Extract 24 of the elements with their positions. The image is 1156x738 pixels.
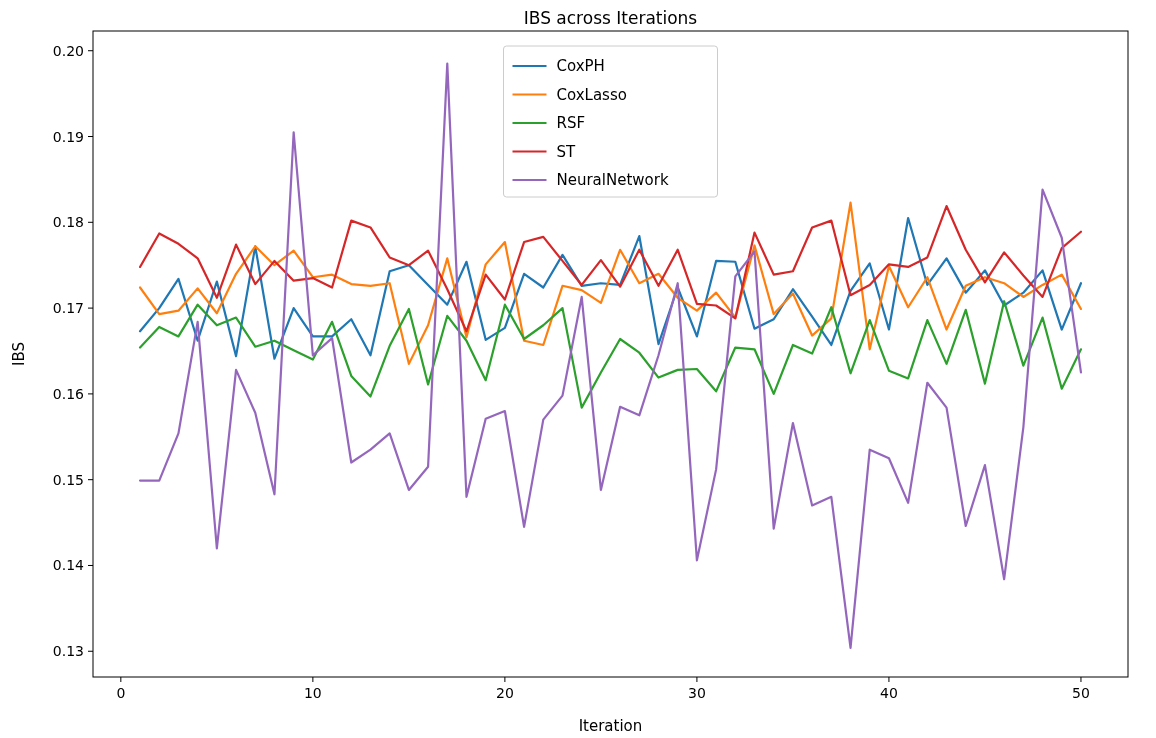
legend-label: RSF [556,114,586,132]
y-axis-title: IBS [10,342,28,366]
x-tick-label: 50 [1072,685,1090,701]
legend-label: NeuralNetwork [556,171,669,189]
x-tick-label: 0 [116,685,126,701]
chart-title: IBS across Iterations [523,8,698,28]
legend-label: ST [556,142,577,161]
y-tick-label: 0.19 [52,128,84,145]
x-tick-label: 10 [303,685,322,701]
y-tick-label: 0.14 [52,557,85,574]
y-tick-label: 0.17 [52,300,84,317]
x-tick-label: 30 [688,685,706,701]
y-tick-label: 0.20 [52,42,84,59]
y-tick-label: 0.13 [52,643,84,660]
legend-label: CoxLasso [556,85,627,104]
y-tick-label: 0.15 [52,471,84,488]
legend-label: CoxPH [556,57,605,75]
line-series [138,204,1083,333]
line-series [138,300,1083,409]
y-tick-label: 0.18 [52,214,84,231]
y-tick-label: 0.16 [52,385,85,402]
x-tick-label: 20 [495,685,514,701]
x-tick-label: 40 [880,685,898,701]
x-axis-title: Iteration [578,717,643,735]
